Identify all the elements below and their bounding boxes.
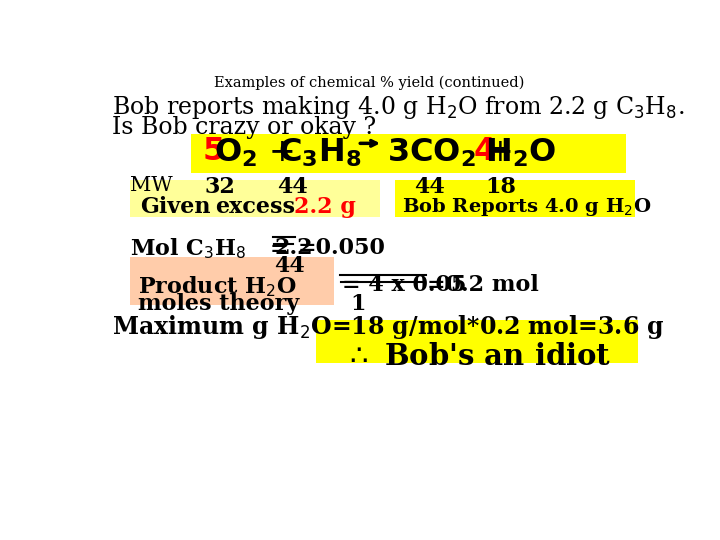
Bar [191,134,626,173]
Text: Given: Given [140,195,211,218]
Text: Bob Reports 4.0 g H$_2$O: Bob Reports 4.0 g H$_2$O [402,195,651,218]
Text: $\mathbf{4}$: $\mathbf{4}$ [473,137,495,167]
Text: $\mathbf{O_2}$ +: $\mathbf{O_2}$ + [214,137,294,169]
Text: Examples of chemical % yield (continued): Examples of chemical % yield (continued) [214,76,524,90]
Text: 32: 32 [204,176,235,198]
Text: 44: 44 [274,255,305,277]
Text: =0.2 mol: =0.2 mol [427,274,539,296]
Text: $\mathbf{C_3H_8}$: $\mathbf{C_3H_8}$ [277,137,361,169]
Text: 1: 1 [351,293,366,315]
Text: 44: 44 [414,176,445,198]
Bar [316,320,638,363]
Text: 2.2 g: 2.2 g [294,195,356,218]
Text: = 4 x 0.05: = 4 x 0.05 [342,274,467,296]
Text: Is Bob crazy or okay ?: Is Bob crazy or okay ? [112,116,376,139]
Text: Product H$_2$O: Product H$_2$O [138,274,297,299]
Text: $\mathbf{3CO_2}$ +: $\mathbf{3CO_2}$ + [387,137,512,169]
Text: Bob reports making 4.0 g H$_2$O from 2.2 g C$_3$H$_8$.: Bob reports making 4.0 g H$_2$O from 2.2… [112,94,684,121]
Text: $\therefore$ Bob's an idiot: $\therefore$ Bob's an idiot [344,342,611,371]
Text: MW: MW [130,176,173,195]
Text: 44: 44 [277,176,308,198]
Text: 18: 18 [485,176,516,198]
Text: excess: excess [215,195,295,218]
Bar [130,257,334,305]
Text: Maximum g H$_2$O=18 g/mol*0.2 mol=3.6 g: Maximum g H$_2$O=18 g/mol*0.2 mol=3.6 g [112,313,665,341]
Text: =0.050: =0.050 [297,237,386,259]
Text: 2.2: 2.2 [274,237,313,259]
Text: moles theory: moles theory [138,293,300,315]
Bar [130,180,380,217]
Bar [395,180,635,217]
Text: $\mathbf{H_2O}$: $\mathbf{H_2O}$ [485,137,557,169]
Text: Mol C$_3$H$_8$   =: Mol C$_3$H$_8$ = [130,237,287,261]
Text: $\mathbf{5}$: $\mathbf{5}$ [202,137,225,167]
